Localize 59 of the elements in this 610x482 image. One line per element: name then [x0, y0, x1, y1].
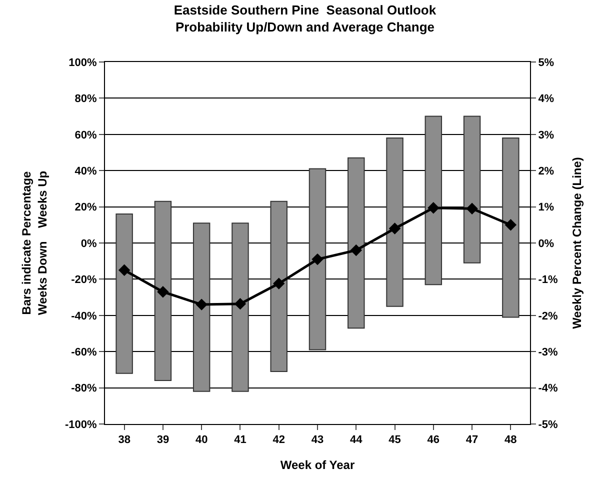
x-tick-label: 42: [272, 434, 285, 446]
y-tick-label: -100%: [65, 418, 98, 431]
y-tick-label: -20%: [71, 274, 98, 286]
point: [312, 253, 324, 266]
x-tick-label: 38: [118, 434, 130, 446]
x-axis-title: Week of Year: [280, 458, 355, 472]
point: [157, 286, 169, 298]
point: [428, 202, 440, 214]
y2-tick-label: 2%: [538, 165, 554, 178]
x-tick-label: 41: [234, 434, 246, 446]
y-tick-label: 60%: [74, 129, 98, 142]
y-tick-label: 40%: [74, 165, 98, 178]
bar: [502, 138, 520, 318]
y-axis-title: Bars indicate Percentage Weeks Down Weeks Up: [20, 170, 50, 316]
y2-tick-label: -5%: [538, 418, 558, 431]
x-tick-label: 47: [466, 434, 478, 446]
bar: [424, 116, 442, 286]
point: [466, 202, 478, 214]
x-tick-label: 40: [195, 434, 208, 446]
y2-tick-label: -3%: [538, 346, 558, 358]
y-tick-label: 80%: [74, 93, 98, 106]
y-tick-label: 20%: [74, 202, 98, 214]
x-tick-label: 44: [350, 434, 364, 446]
point: [196, 298, 208, 310]
bar: [116, 214, 133, 374]
bar: [348, 157, 365, 329]
x-tick-label: 39: [156, 434, 170, 446]
point: [273, 278, 285, 290]
bar: [232, 222, 249, 392]
point: [234, 298, 246, 310]
x-tick-label: 48: [504, 434, 517, 446]
y2-tick-label: 1%: [538, 202, 554, 214]
bar: [154, 200, 172, 382]
y2-axis-title: Weekly Percent Change (Line): [570, 157, 584, 329]
y-tick-label: -60%: [71, 346, 98, 358]
bar: [192, 222, 210, 392]
point: [350, 244, 362, 256]
y-tick-label: 100%: [68, 56, 98, 69]
y2-tick-label: 0%: [538, 238, 554, 250]
y2-tick-label: -2%: [538, 310, 558, 322]
bar: [386, 138, 404, 307]
x-tick-label: 46: [427, 434, 440, 446]
chart-title: Eastside Southern Pine Seasonal Outlook Probability Up/Down and Average Change: [174, 2, 437, 34]
point: [504, 219, 517, 231]
y2-tick-label: 4%: [538, 93, 554, 106]
y2-tick-label: -1%: [538, 274, 558, 286]
y-tick-label: 0%: [80, 238, 98, 250]
point: [388, 222, 401, 234]
x-tick-label: 43: [311, 434, 324, 446]
y-tick-label: -80%: [71, 382, 98, 395]
y2-tick-label: -4%: [538, 382, 558, 395]
x-tick-label: 45: [388, 434, 401, 446]
y2-tick-label: 5%: [538, 56, 554, 69]
bar: [463, 116, 481, 264]
bar: [270, 200, 288, 372]
bar: [308, 168, 326, 350]
y2-tick-label: 3%: [538, 129, 554, 142]
point: [118, 264, 130, 276]
y-tick-label: -40%: [71, 310, 98, 322]
